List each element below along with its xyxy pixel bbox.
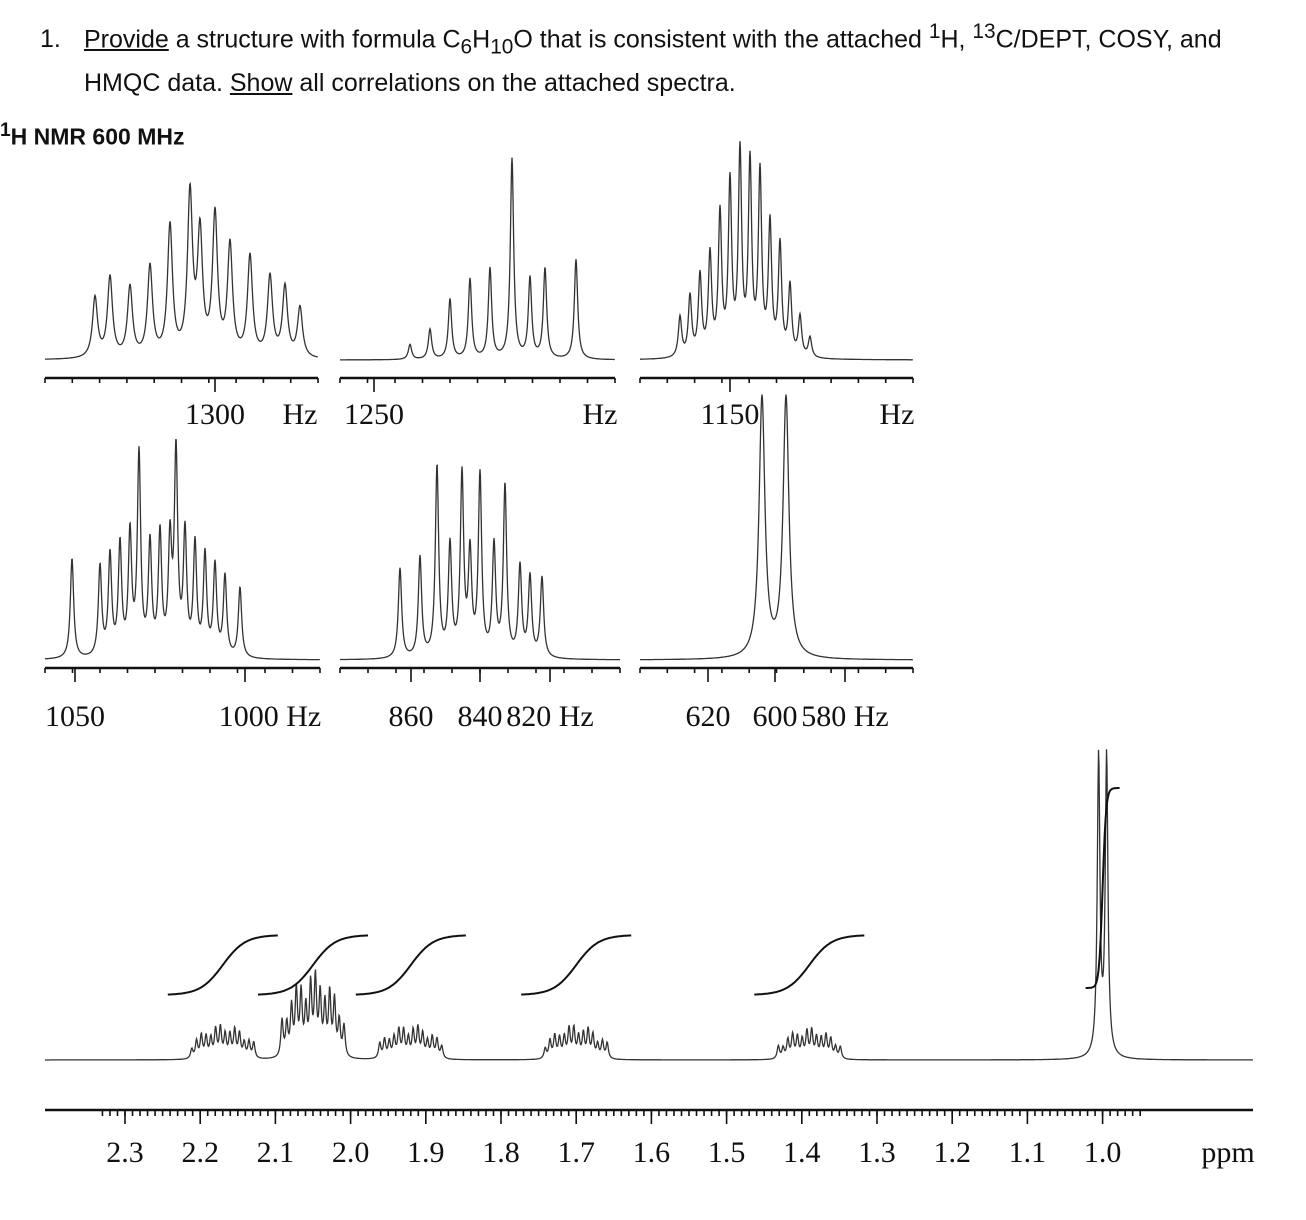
expansion-trace	[640, 141, 913, 361]
integral-curve	[754, 934, 865, 996]
tick-label: 1.6	[633, 1136, 671, 1169]
question-fragment: a structure with formula C	[168, 25, 461, 54]
expansion-trace	[340, 464, 620, 661]
tick-label: 1.1	[1009, 1136, 1047, 1169]
question-fragment: all correlations on the attached spectra…	[292, 69, 736, 98]
question-number: 1.	[40, 25, 61, 54]
tick-label: 1.2	[933, 1136, 971, 1169]
question-fragment: H	[472, 25, 491, 54]
integral-curve	[1085, 787, 1120, 989]
tick-label: 2.3	[106, 1136, 144, 1169]
question-fragment: O that is consistent with the attached	[513, 25, 929, 54]
integral-curve	[521, 934, 632, 996]
title-superscript: 1	[0, 120, 11, 141]
expansion-tick-label: 840	[458, 700, 503, 733]
title-text: H NMR 600 MHz	[10, 123, 185, 150]
subscript-h: 10	[490, 35, 514, 59]
expansion-tick-label: 820 Hz	[506, 700, 593, 733]
integral-curve	[355, 934, 466, 996]
expansion-trace	[340, 157, 615, 361]
tick-label: 1.9	[407, 1136, 445, 1169]
tick-label: 1.4	[783, 1136, 821, 1169]
integral-curve	[167, 934, 278, 996]
superscript-13: 13	[972, 20, 996, 43]
expansion-trace	[640, 394, 913, 661]
spectrum-title: 1H NMR 600 MHz	[0, 120, 184, 151]
expansion-trace	[45, 181, 318, 360]
question-text: 1. Provide a structure with formula C6H10…	[40, 14, 1280, 101]
tick-label: 1.5	[708, 1136, 746, 1169]
tick-label: 2.0	[332, 1136, 370, 1169]
tick-label: 1.0	[1084, 1136, 1122, 1169]
tick-label: 1.8	[482, 1136, 520, 1169]
question-fragment: HMQC data.	[84, 69, 230, 98]
expansion-tick-label: Hz	[283, 398, 318, 431]
tick-label: 1.3	[858, 1136, 896, 1169]
superscript-1: 1	[928, 20, 941, 43]
expansion-tick-label: 1050	[45, 700, 105, 733]
integral-curve	[257, 934, 369, 996]
expansion-tick-label: 1150	[701, 398, 760, 431]
expansion-tick-label: 860	[389, 700, 434, 733]
tick-label: 1.7	[557, 1136, 595, 1169]
expansion-tick-label: Hz	[583, 398, 618, 431]
verb-show: Show	[229, 69, 293, 98]
subscript-c: 6	[460, 35, 473, 59]
expansion-tick-label: Hz	[880, 398, 915, 431]
expansion-tick-label: 1300	[185, 398, 245, 431]
expansion-tick-label: 620	[686, 700, 731, 733]
expansion-tick-label: 1000 Hz	[219, 700, 321, 733]
tick-label: 2.2	[181, 1136, 219, 1169]
expansion-tick-label: 1250	[344, 398, 404, 431]
tick-label: 2.1	[257, 1136, 295, 1169]
question-line-2: HMQC data. Show all correlations on the …	[40, 65, 1280, 101]
x-axis-label: ppm	[1201, 1136, 1254, 1169]
question-fragment: H,	[940, 25, 973, 54]
verb-provide: Provide	[84, 25, 169, 54]
question-line-1: 1. Provide a structure with formula C6H10…	[40, 14, 1280, 65]
expansion-trace	[44, 438, 320, 661]
expansion-tick-label: 580 Hz	[801, 700, 888, 733]
expansion-tick-label: 600	[753, 700, 798, 733]
spectrum-trace	[45, 749, 1253, 1061]
question-fragment: C/DEPT, COSY, and	[995, 25, 1222, 54]
